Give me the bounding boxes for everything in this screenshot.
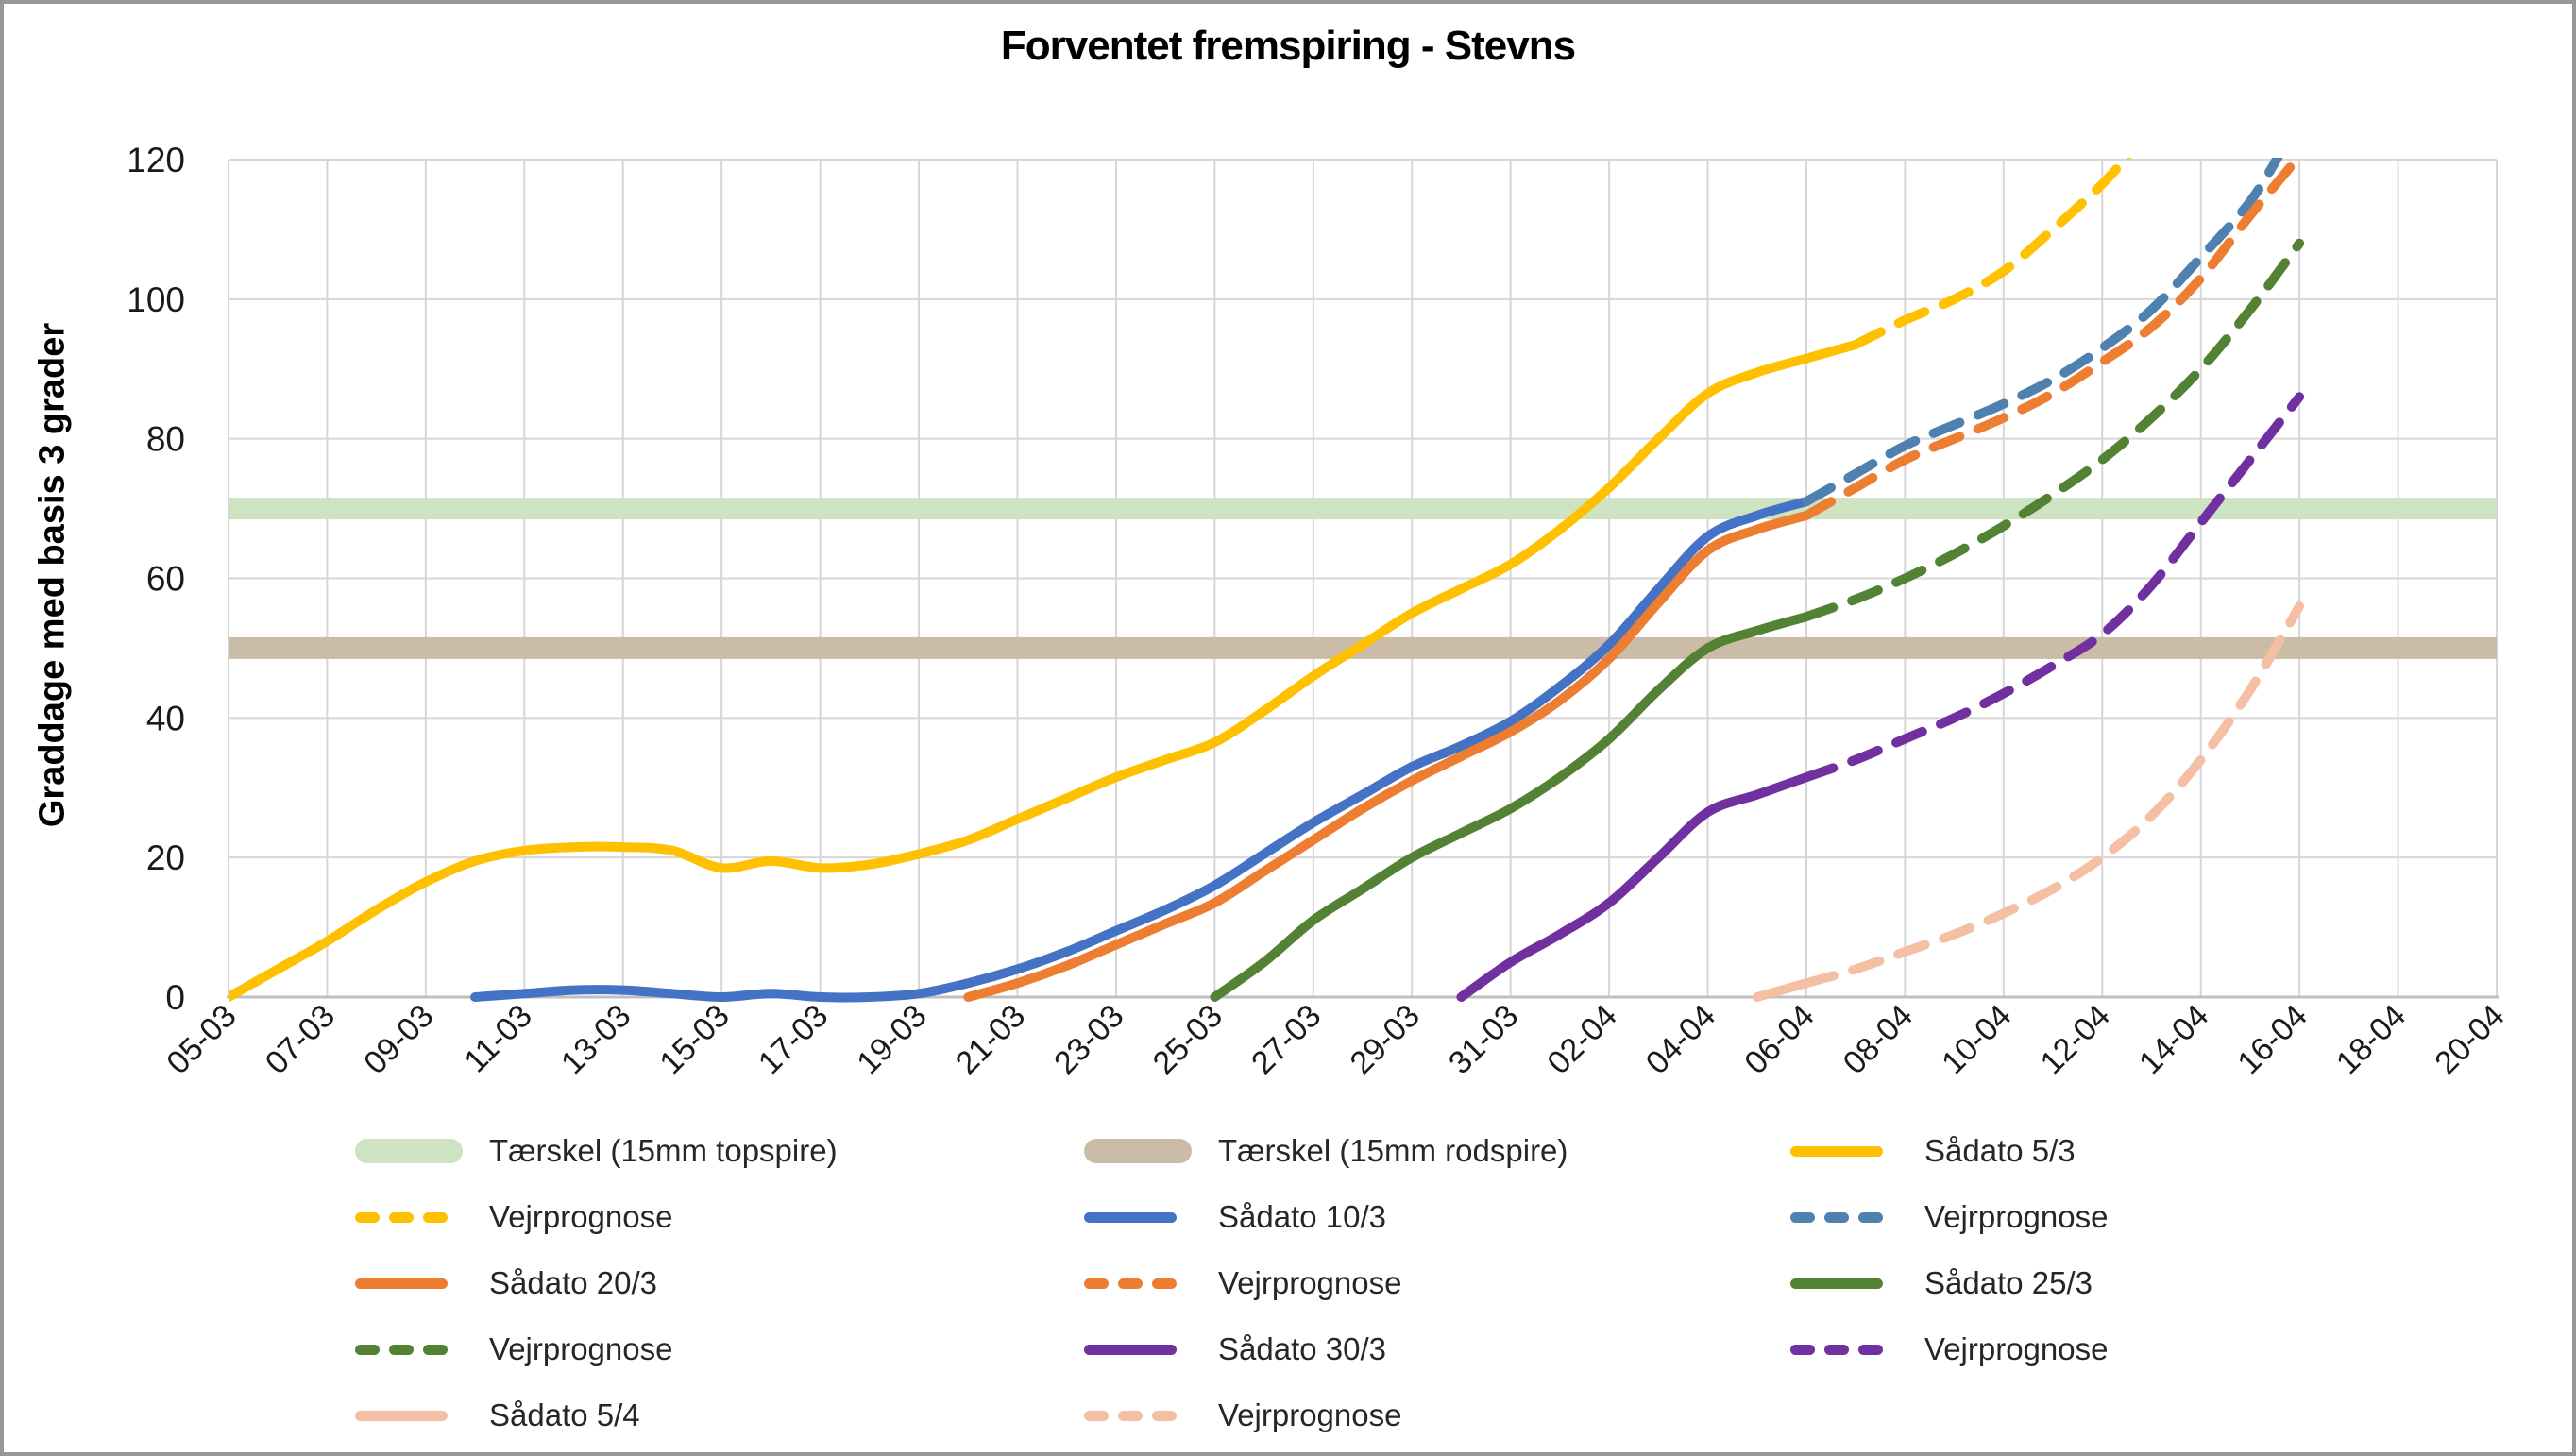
legend-item: Sådato 5/4 — [355, 1388, 1084, 1443]
x-tick-label: 08-04 — [1837, 998, 1920, 1081]
series-line-20/3-forecast — [1801, 158, 2304, 520]
x-tick-label: 13-03 — [554, 998, 637, 1081]
legend-label: Sådato 25/3 — [1924, 1265, 2093, 1300]
x-tick-label: 04-04 — [1639, 998, 1722, 1081]
legend-item: Vejrprognose — [1790, 1322, 2376, 1377]
legend-swatch-dashed — [355, 1344, 489, 1355]
legend-label: Vejrprognose — [1218, 1265, 1402, 1300]
series-line-5/4 — [1752, 978, 1811, 1002]
y-tick-label: 80 — [146, 420, 185, 459]
legend-swatch-solid — [355, 1278, 489, 1289]
legend-label: Vejrprognose — [1218, 1397, 1402, 1432]
series-group — [229, 158, 2305, 1003]
x-tick-label: 17-03 — [752, 998, 835, 1081]
legend-swatch-band — [1084, 1139, 1218, 1163]
x-tick-label: 14-04 — [2132, 998, 2215, 1081]
legend-label: Vejrprognose — [1924, 1331, 2109, 1366]
y-tick-label: 60 — [146, 560, 185, 599]
x-tick-label: 09-03 — [357, 998, 440, 1081]
x-tick-label: 10-04 — [1935, 998, 2018, 1081]
legend-swatch-solid — [1084, 1344, 1218, 1355]
legend-item: Vejrprognose — [1084, 1388, 1790, 1443]
x-tick-label: 25-03 — [1146, 998, 1229, 1081]
legend-swatch-dashed — [355, 1211, 489, 1223]
legend-label: Vejrprognose — [1924, 1199, 2109, 1234]
x-tick-label: 02-04 — [1540, 998, 1623, 1081]
series-line-10/3-forecast — [1801, 158, 2283, 507]
legend-swatch-dashed — [1790, 1344, 1924, 1355]
legend-label: Tærskel (15mm topspire) — [489, 1133, 838, 1168]
legend-swatch-dashed — [1084, 1410, 1218, 1421]
y-tick-label: 40 — [146, 699, 185, 737]
legend-item: Vejrprognose — [1084, 1256, 1790, 1311]
y-tick-label: 0 — [165, 978, 185, 1017]
series-line-5/4-forecast — [1801, 601, 2305, 989]
series-line-5/3 — [229, 339, 1861, 1002]
x-tick-label: 16-04 — [2230, 998, 2313, 1081]
y-tick-label: 20 — [146, 838, 185, 877]
legend-swatch-solid — [1084, 1211, 1218, 1223]
y-tick-label: 120 — [127, 141, 185, 179]
legend-item: Sådato 30/3 — [1084, 1322, 1790, 1377]
series-line-30/3 — [1456, 772, 1811, 1002]
legend-swatch-band — [355, 1139, 489, 1163]
legend-label: Tærskel (15mm rodspire) — [1218, 1133, 1568, 1168]
legend-swatch-dashed — [1084, 1278, 1218, 1289]
legend-item: Sådato 20/3 — [355, 1256, 1084, 1311]
legend-item: Vejrprognose — [355, 1190, 1084, 1244]
series-line-5/3-forecast — [1851, 158, 2133, 349]
x-tick-label: 23-03 — [1047, 998, 1130, 1081]
legend-item: Tærskel (15mm topspire) — [355, 1124, 1084, 1178]
series-line-25/3 — [1210, 612, 1811, 1002]
legend-item: Sådato 25/3 — [1790, 1256, 2376, 1311]
legend-label: Sådato 5/3 — [1924, 1133, 2076, 1168]
y-tick-label: 100 — [127, 280, 185, 319]
legend-swatch-solid — [1790, 1145, 1924, 1157]
x-tick-label: 11-03 — [457, 998, 539, 1080]
x-tick-label: 12-04 — [2034, 998, 2117, 1081]
legend-label: Sådato 5/4 — [489, 1397, 640, 1432]
series-line-25/3-forecast — [1801, 238, 2305, 622]
x-tick-label: 27-03 — [1245, 998, 1328, 1081]
chart-legend: Tærskel (15mm topspire) Tærskel (15mm rod… — [355, 1124, 2555, 1443]
x-tick-label: 07-03 — [259, 998, 342, 1081]
legend-swatch-solid — [355, 1410, 489, 1421]
legend-item: Vejrprognose — [1790, 1190, 2376, 1244]
series-line-10/3 — [470, 497, 1811, 1003]
legend-label: Sådato 30/3 — [1218, 1331, 1386, 1366]
x-tick-label: 19-03 — [850, 998, 933, 1081]
legend-item: Tærskel (15mm rodspire) — [1084, 1124, 1790, 1178]
legend-swatch-solid — [1790, 1278, 1924, 1289]
threshold-band — [229, 498, 2497, 520]
legend-label: Vejrprognose — [489, 1199, 673, 1234]
legend-label: Vejrprognose — [489, 1331, 673, 1366]
legend-item: Sådato 10/3 — [1084, 1190, 1790, 1244]
x-tick-label: 31-03 — [1442, 998, 1525, 1081]
series-line-30/3-forecast — [1801, 392, 2305, 783]
x-tick-label: 21-03 — [949, 998, 1032, 1081]
x-tick-label: 20-04 — [2428, 998, 2511, 1081]
legend-label: Sådato 10/3 — [1218, 1199, 1386, 1234]
x-tick-label: 06-04 — [1737, 998, 1821, 1081]
x-tick-label: 15-03 — [652, 998, 736, 1081]
series-line-20/3 — [963, 510, 1811, 1002]
chart-title: Forventet fremspiring - Stevns — [1000, 23, 1576, 69]
legend-swatch-dashed — [1790, 1211, 1924, 1223]
x-tick-label: 18-04 — [2330, 998, 2413, 1081]
legend-item: Sådato 5/3 — [1790, 1124, 2376, 1178]
legend-label: Sådato 20/3 — [489, 1265, 657, 1300]
x-tick-label: 29-03 — [1344, 998, 1427, 1081]
chart-canvas: 05-03 07-03 09-03 11-03 13-03 15-03 17-03 19-03… — [127, 141, 2511, 1081]
legend-item: Vejrprognose — [355, 1322, 1084, 1377]
